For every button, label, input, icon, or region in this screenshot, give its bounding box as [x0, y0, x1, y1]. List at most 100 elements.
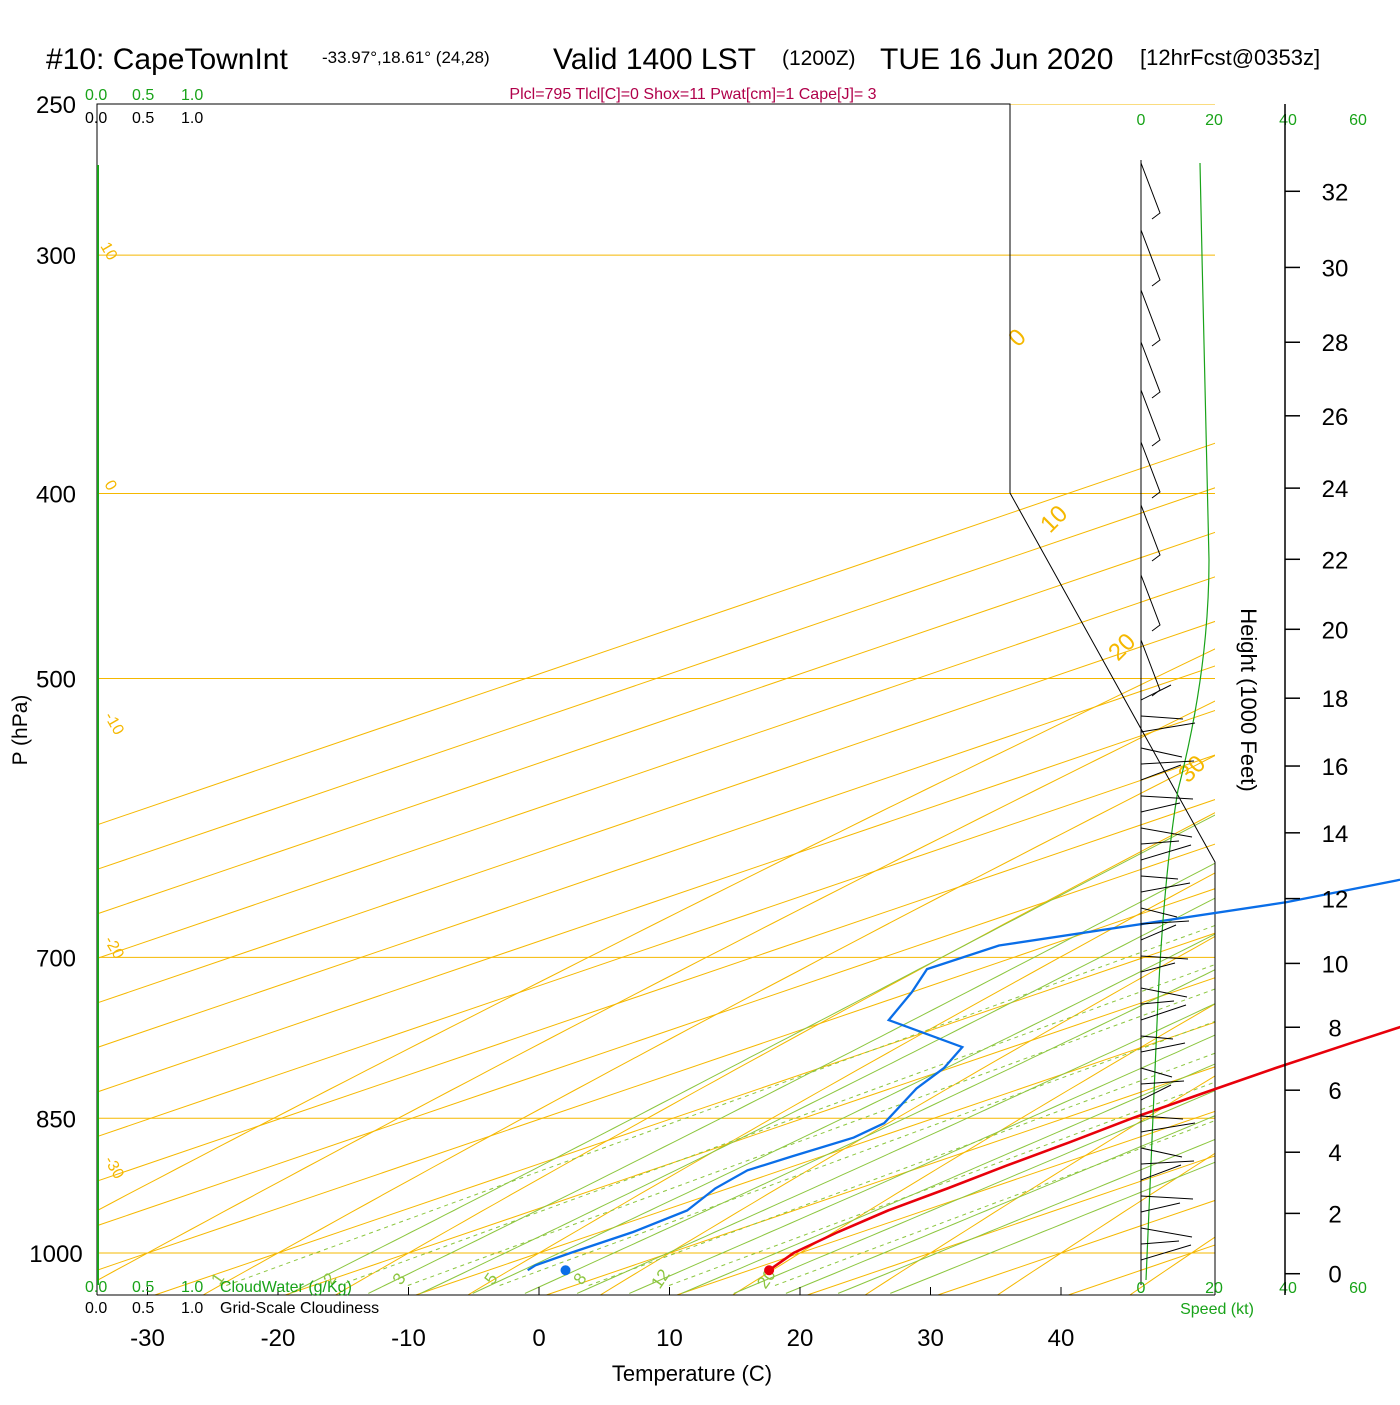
pressure-label-500: 500	[36, 667, 76, 694]
wind-barb	[1141, 1043, 1185, 1052]
temperature-profile	[769, 152, 1400, 1270]
wind-barb	[1141, 876, 1178, 879]
wind-barb	[1141, 803, 1180, 812]
isotherm-label: 0	[1003, 324, 1032, 353]
wind-barb	[1141, 1068, 1172, 1077]
forecast-info: [12hrFcst@0353z]	[1140, 45, 1320, 70]
plot-area	[0, 104, 1400, 1295]
height-tick-label: 16	[1322, 754, 1349, 781]
valid-date: TUE 16 Jun 2020	[880, 43, 1113, 76]
isotherm-line	[546, 104, 1400, 1295]
wind-barb	[1141, 290, 1160, 346]
cloud-scale-bottom2-1: 1.0	[181, 1300, 203, 1317]
height-axis-title: Height (1000 Feet)	[1236, 608, 1261, 791]
x-tick-label: 10	[656, 1325, 683, 1352]
temperature-axis-title: Temperature (C)	[612, 1361, 772, 1386]
height-tick-label: 12	[1322, 887, 1349, 914]
wind-barb	[1141, 685, 1171, 700]
isotherm-line	[0, 104, 1400, 1295]
x-tick-label: 30	[917, 1325, 944, 1352]
moist-adiabat-line	[838, 494, 1400, 1294]
wind-barb	[1141, 1203, 1180, 1212]
sounding-indices: Plcl=795 Tlcl[C]=0 Shox=11 Pwat[cm]=1 Ca…	[509, 86, 876, 103]
isotherm-line	[807, 104, 1400, 1295]
moist-adiabat-line	[734, 494, 1400, 1294]
pressure-label-1000: 1000	[29, 1241, 82, 1268]
speed-top-label: 60	[1349, 112, 1367, 129]
wind-barb	[1141, 163, 1160, 219]
wind-barb	[1141, 1161, 1194, 1164]
wind-barb	[1141, 765, 1181, 780]
wind-barb	[1141, 963, 1175, 972]
cloud-scale-top: 0.0 0.5 1.0 0.0 0.5 1.0	[85, 87, 203, 127]
valid-time: Valid 1400 LST	[553, 43, 756, 76]
pressure-label-850: 850	[36, 1106, 76, 1133]
x-tick-label: -20	[261, 1325, 296, 1352]
height-tick-label: 26	[1322, 404, 1349, 431]
speed-bottom-label: 20	[1205, 1280, 1223, 1297]
pressure-axis-title: P (hPa)	[9, 695, 32, 766]
height-tick-label: 18	[1322, 686, 1349, 713]
cloud-scale-bottom-1: 1.0	[181, 1279, 203, 1296]
surface-dewpoint-marker	[561, 1265, 571, 1275]
height-tick-label: 2	[1328, 1201, 1341, 1228]
dry-adiabat-line	[600, 111, 1400, 1295]
dry-adiabat-line	[203, 111, 1400, 1295]
height-tick-label: 20	[1322, 617, 1349, 644]
isotherm-line	[0, 104, 1400, 1295]
pressure-label-250: 250	[36, 92, 76, 119]
cloud-scale-bottom: 0.0 0.5 1.0 CloudWater (g/Kg) 0.0 0.5 1.…	[85, 1279, 379, 1317]
wind-barb	[1141, 575, 1160, 631]
height-tick-label: 22	[1322, 547, 1349, 574]
height-tick-label: 32	[1322, 179, 1349, 206]
wind-barb	[1141, 828, 1192, 837]
utc-time: (1200Z)	[782, 47, 856, 70]
height-tick-label: 30	[1322, 255, 1349, 282]
cloud-scale-top-1: 1.0	[181, 87, 203, 104]
dry-adiabat-lines	[0, 111, 1400, 1295]
speed-bottom-label: 40	[1279, 1280, 1297, 1297]
dry-adiabat-line	[0, 111, 1400, 1295]
cloud-scale-bottom2-0: 0.0	[85, 1300, 107, 1317]
speed-top-label: 40	[1279, 112, 1297, 129]
isotherm-label: 0	[101, 478, 120, 494]
isotherm-line	[0, 104, 1400, 1295]
x-tick-label: 40	[1048, 1325, 1075, 1352]
wind-barb	[1141, 1241, 1179, 1244]
isotherm-label: -30	[101, 1154, 127, 1183]
height-tick-label: 10	[1322, 951, 1349, 978]
pressure-label-700: 700	[36, 945, 76, 972]
isotherm-line	[0, 104, 1400, 1295]
isotherm-line	[0, 104, 1400, 1295]
wind-barb	[1141, 1005, 1186, 1020]
wind-barb	[1141, 796, 1193, 799]
isotherm-line	[0, 104, 1400, 1295]
x-tick-label: -10	[391, 1325, 426, 1352]
x-tick-label: -30	[130, 1325, 165, 1352]
isotherm-lines	[0, 104, 1400, 1295]
isotherm-label: 20	[1103, 628, 1141, 666]
pressure-label-300: 300	[36, 243, 76, 270]
isotherm-label: 10	[97, 240, 121, 264]
cloud-scale-bottom-0: 0.0	[85, 1279, 107, 1296]
cloudiness-label: Grid-Scale Cloudiness	[220, 1300, 379, 1317]
wind-barb	[1141, 748, 1182, 757]
cloud-scale-top2-0: 0.0	[85, 110, 107, 127]
wind-barb	[1141, 230, 1160, 286]
cloudwater-label: CloudWater (g/Kg)	[220, 1279, 352, 1296]
cloud-scale-bottom2-05: 0.5	[132, 1300, 154, 1317]
wind-barb	[1141, 1081, 1184, 1084]
mixing-ratio-label: 8	[570, 1270, 591, 1289]
wind-barb	[1141, 342, 1160, 398]
speed-top-label: 20	[1205, 112, 1223, 129]
isotherm-line	[285, 104, 1400, 1295]
speed-axis-title: Speed (kt)	[1180, 1301, 1254, 1318]
cloud-scale-bottom-05: 0.5	[132, 1279, 154, 1296]
station-title: #10: CapeTownInt	[46, 43, 288, 76]
station-coords: -33.97°,18.61° (24,28)	[322, 48, 490, 67]
speed-bottom-label: 0	[1137, 1280, 1146, 1297]
